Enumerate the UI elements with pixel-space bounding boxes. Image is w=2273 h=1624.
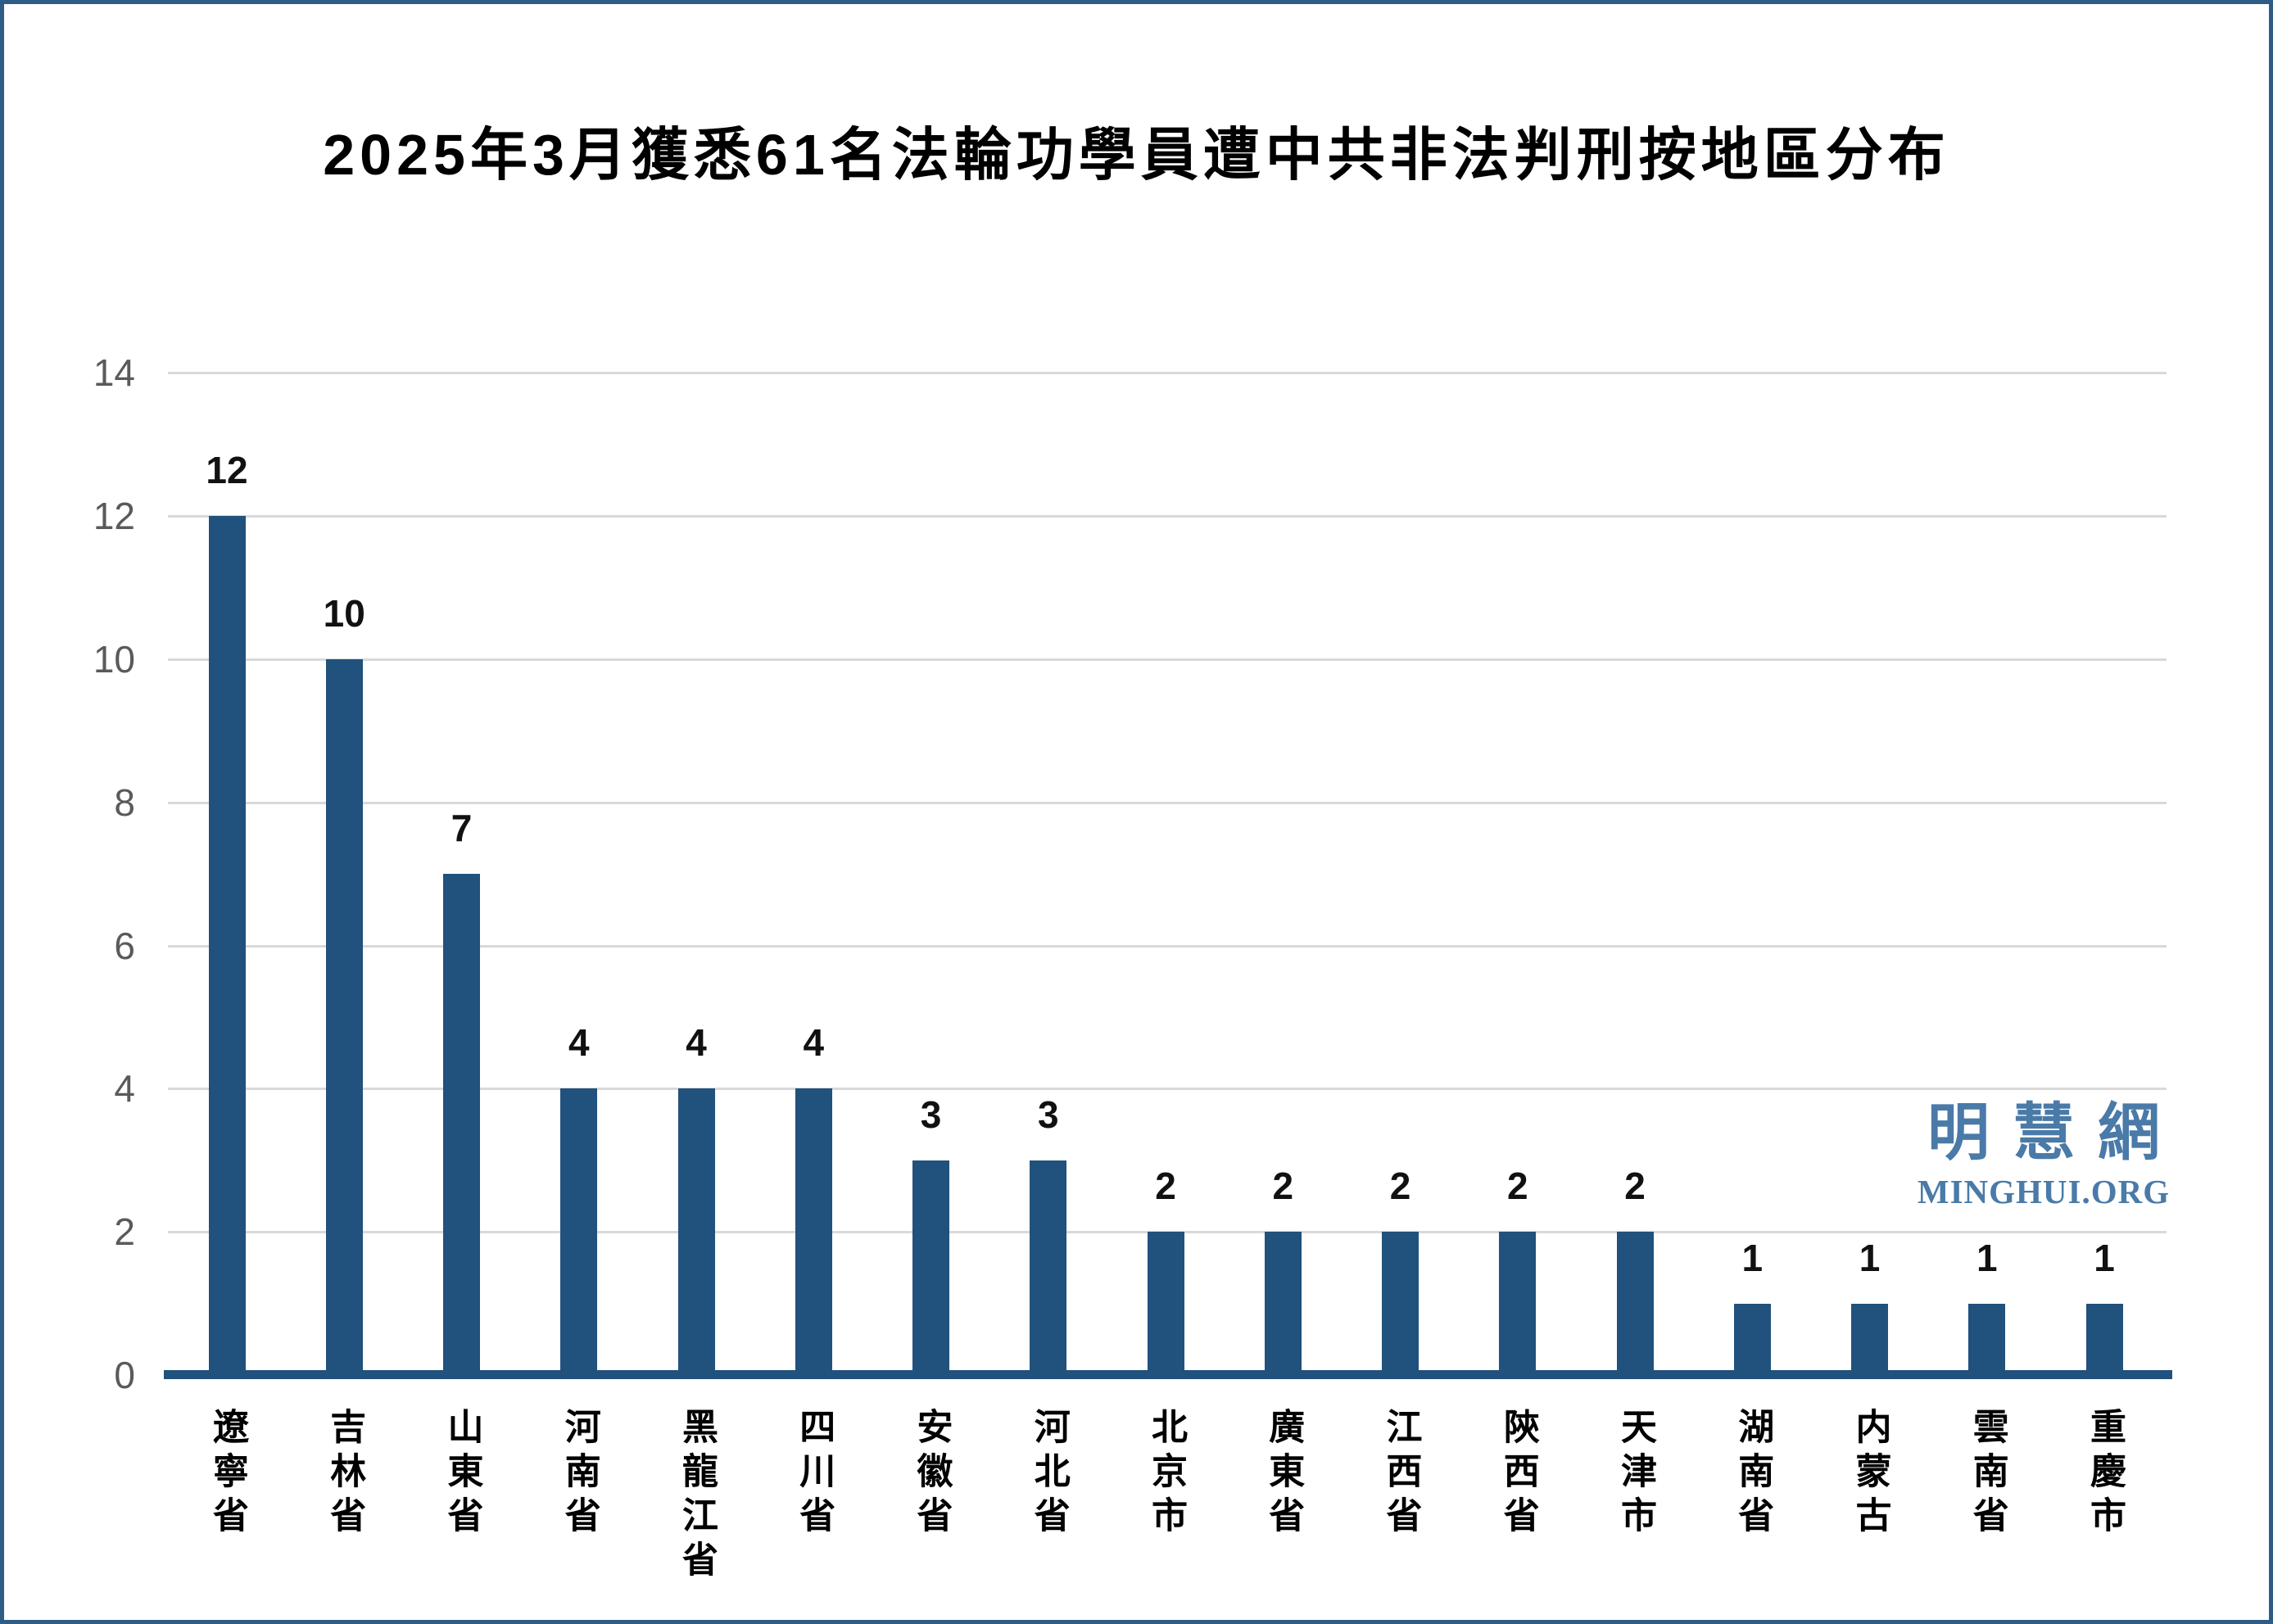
y-tick-label: 4	[114, 1067, 135, 1111]
bar	[795, 1088, 832, 1375]
bar-value-label: 12	[206, 449, 248, 492]
bar-value-label: 1	[1741, 1236, 1764, 1279]
x-axis-category-label: 天津市	[1615, 1408, 1655, 1540]
bar	[2085, 1303, 2123, 1375]
x-axis-category-label: 遼寧省	[207, 1408, 247, 1540]
gridline	[168, 515, 2167, 518]
gridline	[168, 1088, 2167, 1091]
x-axis-category-label: 河北省	[1028, 1408, 1069, 1540]
bar-value-label: 4	[686, 1021, 707, 1065]
y-tick-label: 2	[114, 1210, 135, 1254]
watermark-cjk-logo: 明慧網	[1927, 1098, 2183, 1168]
bar-value-label: 2	[1272, 1165, 1294, 1208]
bar-value-label: 3	[920, 1092, 942, 1136]
bar	[1499, 1232, 1537, 1375]
bar-value-label: 4	[803, 1021, 825, 1065]
y-tick-label: 14	[93, 351, 135, 395]
bar	[1264, 1232, 1302, 1375]
watermark-site-url: MINGHUI.ORG	[1917, 1173, 2171, 1211]
bar-value-label: 7	[451, 807, 473, 850]
x-axis-category-label: 内蒙古	[1850, 1408, 1890, 1540]
bar-value-label: 10	[323, 592, 365, 635]
chart-title: 2025年3月獲悉61名法輪功學員遭中共非法判刑按地區分布	[323, 123, 1950, 187]
x-axis-category-label: 北京市	[1146, 1408, 1186, 1540]
y-tick-label: 8	[114, 780, 135, 824]
bar	[1851, 1303, 1888, 1375]
x-axis-category-label: 黑龍江省	[677, 1408, 717, 1585]
x-axis-category-label: 吉林省	[324, 1408, 365, 1540]
y-tick-label: 10	[93, 638, 135, 681]
gridline	[168, 801, 2167, 804]
bar	[1733, 1303, 1771, 1375]
x-axis-category-label: 廣東省	[1263, 1408, 1304, 1540]
x-axis-category-label: 山東省	[441, 1408, 482, 1540]
gridline	[168, 944, 2167, 948]
gridline	[168, 372, 2167, 375]
bar	[208, 516, 246, 1375]
gridline	[168, 658, 2167, 661]
bar-value-label: 4	[568, 1021, 590, 1065]
bar-value-label: 1	[2094, 1236, 2115, 1279]
bar	[325, 659, 363, 1375]
x-axis-category-label: 重慶市	[2085, 1408, 2125, 1540]
bar	[560, 1088, 598, 1375]
bar	[1147, 1232, 1184, 1375]
x-axis-category-label: 安徽省	[911, 1408, 952, 1540]
bar-value-label: 2	[1389, 1165, 1411, 1208]
bar-value-label: 2	[1624, 1165, 1646, 1208]
y-tick-label: 6	[114, 924, 135, 967]
x-axis-category-label: 雲南省	[1967, 1408, 2008, 1540]
x-axis-category-label: 陝西省	[1497, 1408, 1538, 1540]
bar	[1616, 1232, 1654, 1375]
y-tick-label: 0	[114, 1354, 135, 1396]
x-axis-category-label: 湖南省	[1732, 1408, 1773, 1540]
watermark: 明慧網 MINGHUI.ORG	[1900, 1096, 2187, 1211]
bar	[912, 1160, 949, 1375]
bar	[1030, 1160, 1067, 1375]
bar	[677, 1088, 715, 1375]
x-axis-category-label: 江西省	[1380, 1408, 1421, 1540]
bar-value-label: 2	[1506, 1165, 1528, 1208]
bar	[1382, 1232, 1419, 1375]
bar	[443, 874, 480, 1375]
bar	[1968, 1303, 2006, 1375]
bar-value-label: 2	[1155, 1165, 1176, 1208]
x-axis-category-label: 河南省	[559, 1408, 600, 1540]
bar-value-label: 1	[1859, 1236, 1881, 1279]
bar-value-label: 1	[1976, 1236, 1998, 1279]
y-tick-label: 12	[93, 495, 135, 538]
bar-value-label: 3	[1037, 1092, 1059, 1136]
x-axis-category-label: 四川省	[794, 1408, 835, 1540]
plot-area: 0 2 4 6 8 10 12 14 12 遼寧省 10 吉林省 7 山東省 4 河南省 4 黑龍江省 4 四川省 3 安…	[4, 4, 2269, 1620]
